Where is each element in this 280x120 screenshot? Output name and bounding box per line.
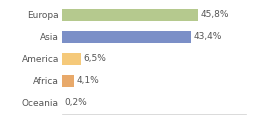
Text: 0,2%: 0,2% <box>65 98 87 107</box>
Bar <box>62 9 198 21</box>
Text: 4,1%: 4,1% <box>76 76 99 85</box>
Bar <box>62 75 74 87</box>
Text: 6,5%: 6,5% <box>83 54 106 63</box>
Text: 45,8%: 45,8% <box>200 10 229 19</box>
Bar <box>62 31 191 43</box>
Bar <box>62 53 81 65</box>
Text: 43,4%: 43,4% <box>193 32 222 41</box>
